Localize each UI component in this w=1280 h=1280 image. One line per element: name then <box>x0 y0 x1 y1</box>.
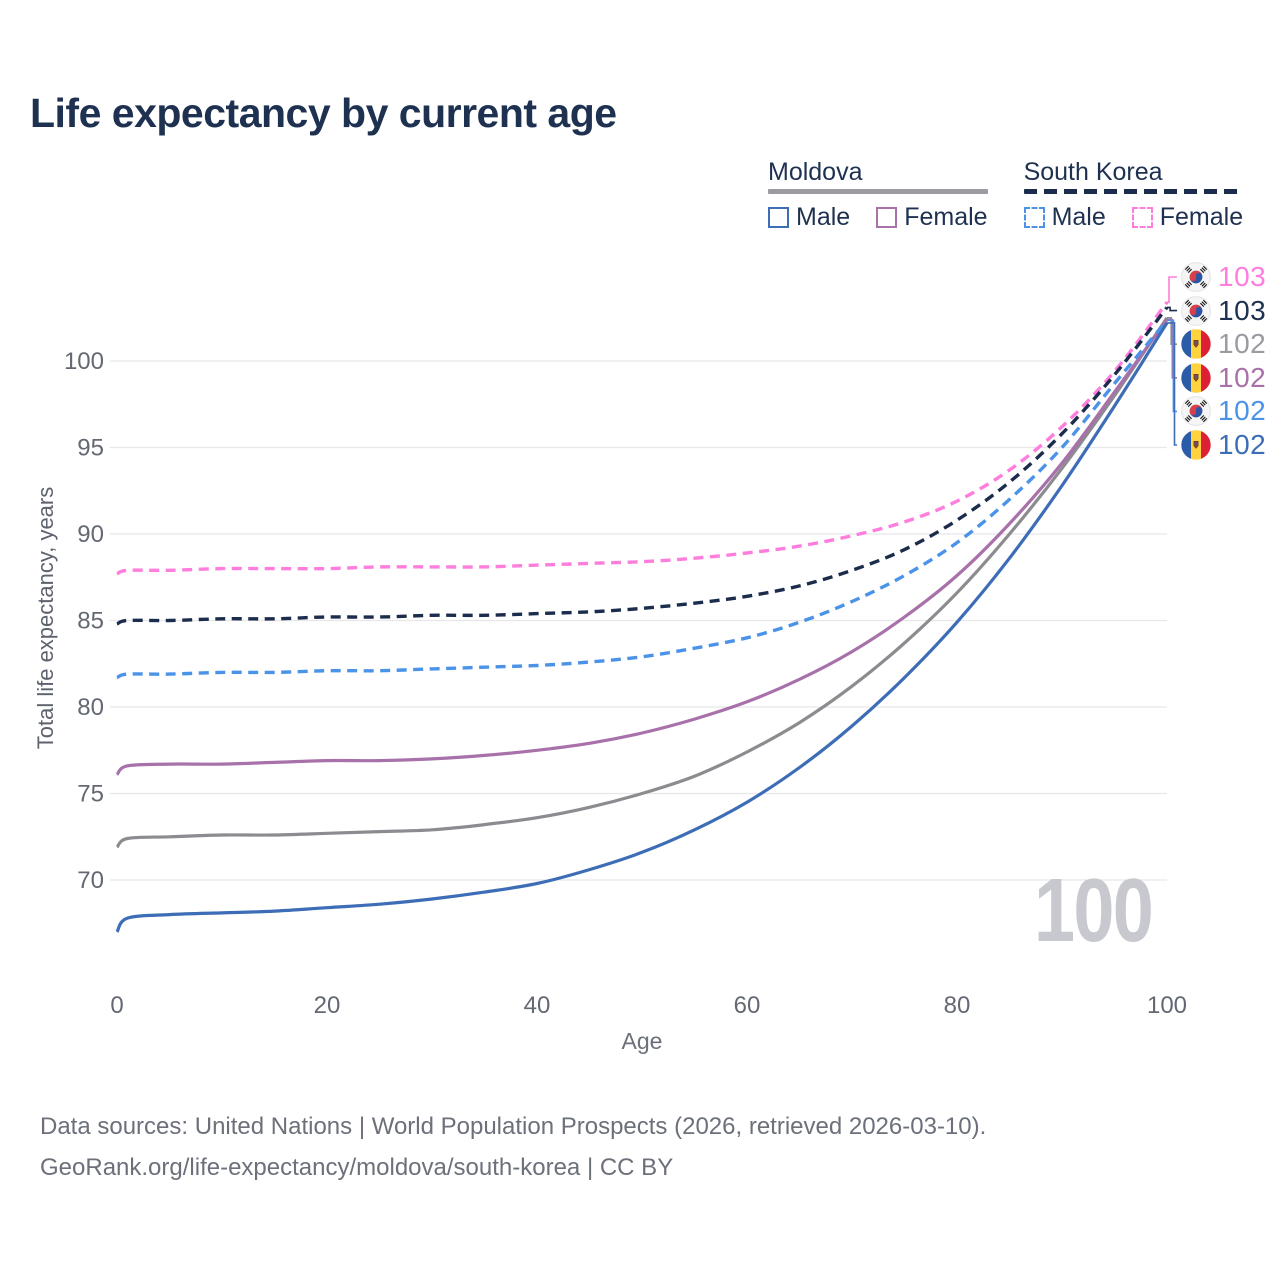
south-korea-flag-icon <box>1181 262 1211 292</box>
x-tick-label-40: 40 <box>524 992 551 1019</box>
legend-linestyle-dashed <box>1023 189 1244 194</box>
legend-linestyle-solid <box>768 189 988 194</box>
series-line-moldova-both-sexes <box>115 316 1169 849</box>
legend-swatch-icon <box>876 206 898 228</box>
end-label-south-korea-both-sexes: 103 <box>1181 294 1267 326</box>
end-label-value: 102 <box>1218 361 1267 393</box>
end-label-value: 103 <box>1218 294 1267 326</box>
end-label-value: 102 <box>1218 429 1267 460</box>
end-label-leader-moldova-male <box>1167 322 1177 446</box>
attribution-line: GeoRank.org/life-expectancy/moldova/sout… <box>40 1154 674 1181</box>
y-tick-label-85: 85 <box>77 608 104 635</box>
end-label-moldova-both-sexes: 102 <box>1181 328 1267 360</box>
y-tick-label-95: 95 <box>77 435 104 462</box>
y-tick-label-75: 75 <box>77 781 104 808</box>
legend-swatch-icon <box>1131 206 1153 228</box>
y-tick-label-70: 70 <box>77 867 104 894</box>
legend-group-title: South Korea <box>1023 158 1163 186</box>
legend-item-label: Female <box>1159 202 1244 231</box>
end-label-moldova-male: 102 <box>1181 429 1267 460</box>
series-line-moldova-female <box>115 318 1169 776</box>
end-label-south-korea-male: 102 <box>1181 395 1267 427</box>
series-line-south-korea-female <box>116 301 1169 576</box>
series-line-south-korea-both-sexes <box>116 306 1169 626</box>
current-age-watermark: 100 <box>1033 861 1154 961</box>
footer: Data sources: United Nations | World Pop… <box>40 1106 986 1188</box>
y-axis-title: Total life expectancy, years <box>33 486 58 750</box>
end-label-leader-south-korea-female <box>1167 276 1177 304</box>
moldova-flag-icon <box>1181 363 1211 393</box>
x-tick-label-20: 20 <box>314 992 341 1019</box>
series-line-south-korea-male <box>116 319 1169 680</box>
south-korea-flag-icon <box>1181 295 1211 326</box>
legend-items: Male Female <box>768 203 988 232</box>
legend-items: Male Female <box>1023 202 1244 232</box>
legend-item-south-korea-female[interactable]: Female <box>1131 202 1244 232</box>
page-title: Life expectancy by current age <box>30 90 617 136</box>
legend-swatch-icon <box>768 206 789 228</box>
legend-swatch-icon <box>1023 206 1045 228</box>
series-line-moldova-male <box>115 322 1169 933</box>
legend-item-moldova-male[interactable]: Male <box>768 203 850 232</box>
end-label-leader-south-korea-both-sexes <box>1167 306 1177 312</box>
legend-group-moldova: Moldova Male Female <box>768 158 988 232</box>
y-tick-label-90: 90 <box>77 521 104 548</box>
y-tick-label-80: 80 <box>77 694 104 721</box>
legend-item-moldova-female[interactable]: Female <box>876 202 988 232</box>
legend-group-title: Moldova <box>768 158 863 186</box>
end-label-value: 102 <box>1218 328 1267 360</box>
x-axis-title: Age <box>622 1028 663 1054</box>
legend-item-south-korea-male[interactable]: Male <box>1023 202 1106 232</box>
x-tick-label-60: 60 <box>734 992 761 1019</box>
legend-item-label: Male <box>1051 202 1106 231</box>
end-label-value: 103 <box>1218 261 1267 292</box>
moldova-flag-icon <box>1181 329 1211 359</box>
x-tick-label-80: 80 <box>944 992 971 1019</box>
legend: Moldova Male Female South Korea Male Female <box>768 158 1244 232</box>
end-label-leader-moldova-female <box>1167 318 1177 379</box>
legend-item-label: Male <box>796 202 851 231</box>
end-label-value: 102 <box>1218 395 1267 427</box>
x-tick-label-0: 0 <box>110 992 123 1019</box>
y-tick-label-100: 100 <box>64 348 104 375</box>
south-korea-flag-icon <box>1181 396 1211 427</box>
end-label-moldova-female: 102 <box>1181 361 1267 393</box>
data-source-line: Data sources: United Nations | World Pop… <box>40 1113 987 1140</box>
x-tick-label-100: 100 <box>1147 992 1187 1019</box>
legend-group-south-korea: South Korea Male Female <box>1023 158 1244 232</box>
legend-item-label: Female <box>904 202 988 231</box>
moldova-flag-icon <box>1181 430 1211 460</box>
end-label-south-korea-female: 103 <box>1181 261 1267 292</box>
